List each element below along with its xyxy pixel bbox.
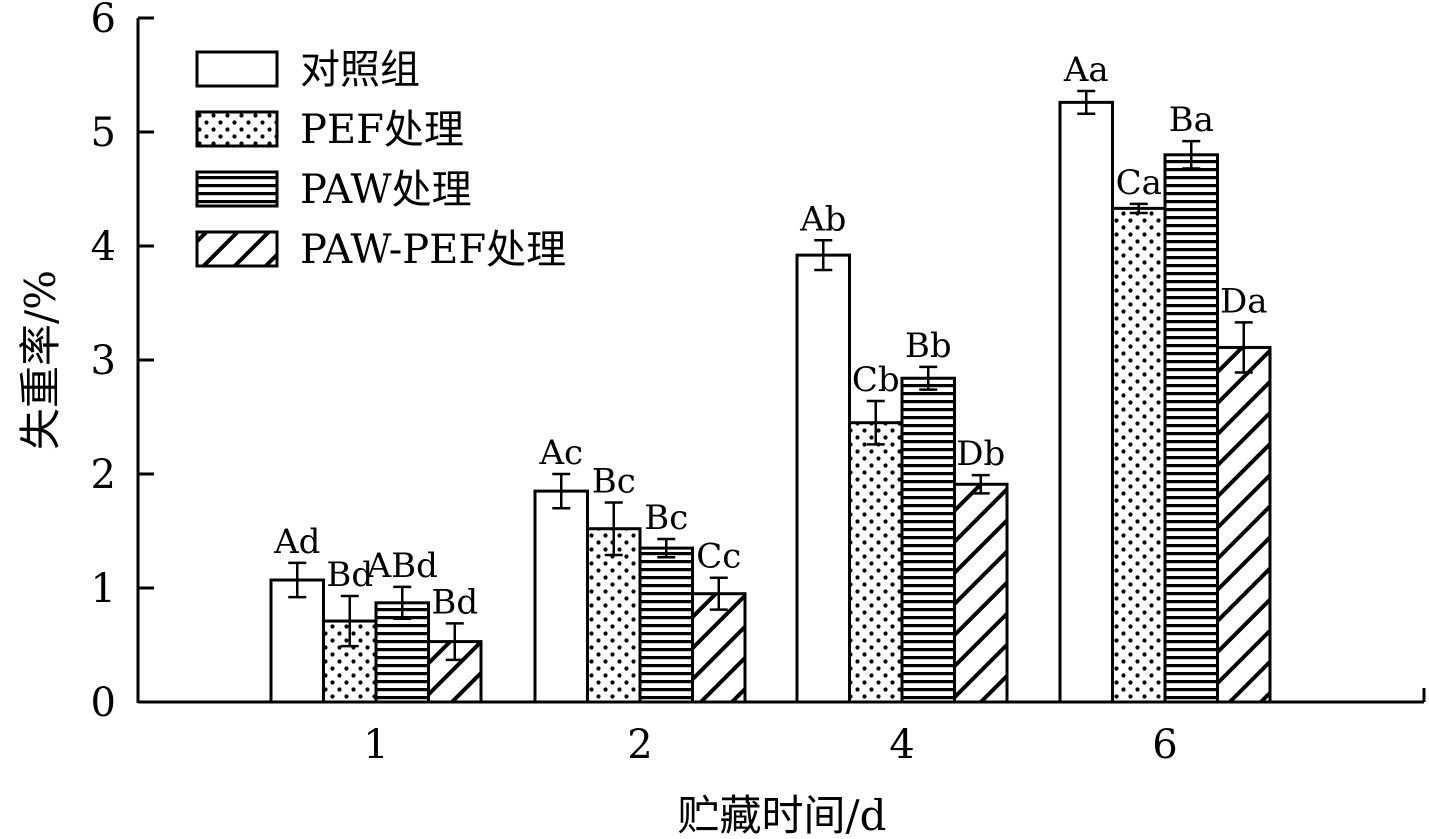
y-tick-label: 1 bbox=[91, 566, 116, 612]
y-tick-label: 2 bbox=[91, 452, 116, 498]
bar bbox=[533, 489, 589, 704]
y-tick-label: 6 bbox=[91, 0, 116, 42]
bar bbox=[1058, 100, 1114, 704]
data-label: Cc bbox=[696, 537, 741, 577]
y-tick-label: 3 bbox=[91, 338, 116, 384]
y-axis-title: 失重率/% bbox=[16, 270, 65, 450]
y-tick-label: 5 bbox=[91, 110, 116, 156]
legend: 对照组 PEF处理 PAW处理 PAW-PEF处理 bbox=[195, 47, 566, 273]
axes: 0 1 2 3 4 5 6 bbox=[91, 0, 1426, 726]
bar bbox=[848, 421, 904, 704]
data-label: Aa bbox=[1063, 50, 1109, 90]
data-label: Db bbox=[956, 434, 1005, 474]
legend-label: PAW-PEF处理 bbox=[300, 227, 566, 273]
data-label: Ac bbox=[538, 433, 583, 473]
legend-label: 对照组 bbox=[300, 47, 420, 93]
legend-label: PEF处理 bbox=[300, 107, 464, 153]
data-label: Ad bbox=[273, 522, 320, 562]
legend-swatch bbox=[195, 50, 279, 88]
legend-swatch bbox=[195, 230, 279, 268]
data-label: Ca bbox=[1116, 163, 1162, 203]
bar bbox=[1163, 153, 1219, 704]
x-tick-label: 2 bbox=[627, 722, 652, 768]
x-tick-label: 4 bbox=[889, 722, 914, 768]
data-label: Bd bbox=[431, 582, 478, 622]
bar bbox=[638, 546, 694, 704]
bar bbox=[795, 253, 851, 704]
x-axis-title: 贮藏时间/d bbox=[677, 791, 886, 839]
data-label: Bd bbox=[326, 555, 373, 595]
data-label: Da bbox=[1220, 281, 1268, 321]
legend-label: PAW处理 bbox=[300, 167, 472, 213]
data-label: Cb bbox=[852, 360, 900, 400]
data-label: ABd bbox=[366, 546, 438, 586]
bar bbox=[1111, 206, 1167, 704]
bar bbox=[1216, 345, 1272, 704]
y-tick-label: 0 bbox=[91, 680, 116, 726]
data-label: Bb bbox=[905, 326, 952, 366]
bar bbox=[953, 482, 1009, 704]
x-tick-label: 1 bbox=[363, 722, 388, 768]
y-tick-label: 4 bbox=[91, 224, 116, 270]
data-label: Ab bbox=[799, 199, 846, 239]
legend-swatch bbox=[195, 110, 279, 148]
bar bbox=[900, 376, 956, 704]
x-tick-label: 6 bbox=[1152, 722, 1177, 768]
data-label: Bc bbox=[644, 498, 688, 538]
data-label: Bc bbox=[592, 462, 636, 502]
data-label: Ba bbox=[1169, 100, 1214, 140]
bar bbox=[691, 592, 747, 704]
legend-swatch bbox=[195, 170, 279, 208]
